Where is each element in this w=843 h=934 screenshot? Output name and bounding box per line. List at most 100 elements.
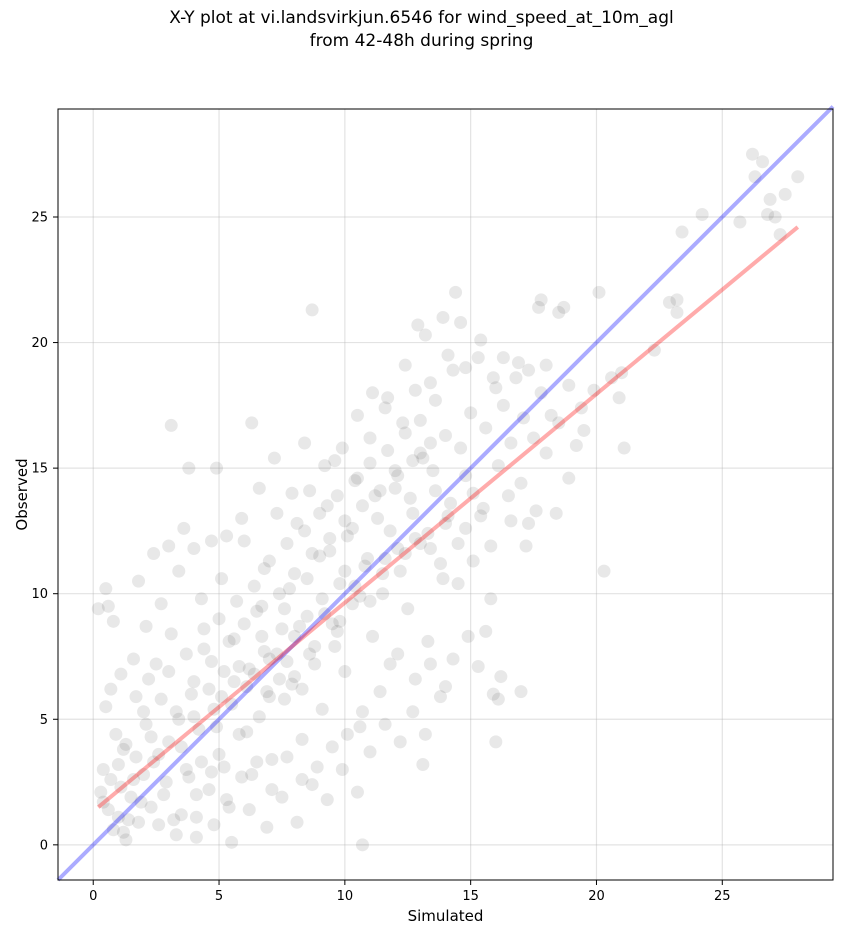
- data-point: [260, 685, 274, 699]
- data-point: [338, 514, 352, 528]
- data-point: [441, 348, 455, 362]
- chart-title-line-2: from 42-48h during spring: [309, 31, 534, 51]
- data-point: [300, 609, 314, 623]
- data-point: [242, 803, 256, 817]
- data-point: [101, 599, 115, 613]
- data-point: [489, 381, 503, 395]
- data-point: [335, 441, 349, 455]
- data-point: [164, 418, 178, 432]
- data-point: [418, 727, 432, 741]
- data-point: [280, 750, 294, 764]
- data-point: [298, 524, 312, 538]
- data-point: [428, 484, 442, 498]
- data-point: [325, 617, 339, 631]
- data-point: [96, 762, 110, 776]
- y-axis-label: Observed: [13, 458, 31, 530]
- data-point: [484, 592, 498, 606]
- data-point: [129, 690, 143, 704]
- data-point: [137, 705, 151, 719]
- data-point: [282, 582, 296, 596]
- data-point: [451, 577, 465, 591]
- data-point: [106, 614, 120, 628]
- data-point: [388, 464, 402, 478]
- data-point: [272, 672, 286, 686]
- data-point: [756, 155, 770, 169]
- data-point: [305, 778, 319, 792]
- data-point: [439, 428, 452, 442]
- data-point: [504, 514, 518, 528]
- data-point: [408, 672, 422, 686]
- data-point: [328, 639, 342, 653]
- data-point: [232, 727, 246, 741]
- data-point: [270, 506, 284, 520]
- data-point: [300, 572, 314, 586]
- data-point: [262, 652, 276, 666]
- data-point: [340, 727, 354, 741]
- data-point: [484, 539, 498, 553]
- data-point: [240, 725, 254, 739]
- data-point: [255, 629, 269, 643]
- data-point: [552, 416, 566, 430]
- data-point: [491, 459, 505, 473]
- data-point: [149, 657, 163, 671]
- data-point: [366, 386, 380, 400]
- data-point: [109, 727, 123, 741]
- data-point: [240, 680, 254, 694]
- data-point: [562, 471, 576, 485]
- data-point: [474, 333, 488, 347]
- data-point: [353, 720, 367, 734]
- data-point: [325, 740, 339, 754]
- data-point: [162, 735, 176, 749]
- data-point: [132, 574, 146, 588]
- data-point: [172, 564, 186, 578]
- data-point: [121, 813, 135, 827]
- data-point: [126, 773, 140, 787]
- data-point: [368, 489, 382, 503]
- data-point: [486, 687, 500, 701]
- data-point: [272, 587, 286, 601]
- data-point: [189, 830, 203, 844]
- data-point: [187, 541, 201, 555]
- data-point: [522, 516, 536, 530]
- data-point: [101, 803, 115, 817]
- data-point: [398, 547, 412, 561]
- data-point: [363, 594, 377, 608]
- data-point: [413, 536, 427, 550]
- data-point: [406, 506, 420, 520]
- y-tick-label: 5: [40, 713, 48, 728]
- chart-title-line-1: X-Y plot at vi.landsvirkjun.6546 for win…: [169, 8, 674, 28]
- data-point: [202, 682, 216, 696]
- data-point: [423, 657, 437, 671]
- data-point: [353, 589, 367, 603]
- data-point: [569, 439, 583, 453]
- data-point: [111, 757, 125, 771]
- data-point: [592, 285, 606, 299]
- data-point: [262, 554, 276, 568]
- data-point: [315, 702, 329, 716]
- data-point: [471, 660, 485, 674]
- data-point: [446, 363, 460, 377]
- data-point: [91, 602, 105, 616]
- x-tick-label: 20: [588, 889, 605, 904]
- data-point: [157, 788, 171, 802]
- data-point: [298, 436, 312, 450]
- data-point: [99, 700, 113, 714]
- data-point: [182, 770, 196, 784]
- plot-frame: [57, 108, 834, 881]
- data-point: [363, 745, 377, 759]
- data-point: [194, 755, 208, 769]
- data-point: [338, 665, 352, 679]
- data-point: [303, 484, 317, 498]
- data-point: [288, 670, 302, 684]
- data-point: [383, 657, 397, 671]
- data-point: [647, 343, 661, 357]
- data-point: [597, 564, 611, 578]
- data-point: [139, 717, 153, 731]
- data-point: [378, 552, 392, 566]
- data-point: [350, 408, 364, 422]
- data-point: [139, 619, 153, 633]
- data-point: [446, 652, 460, 666]
- data-point: [280, 536, 294, 550]
- data-point: [423, 436, 437, 450]
